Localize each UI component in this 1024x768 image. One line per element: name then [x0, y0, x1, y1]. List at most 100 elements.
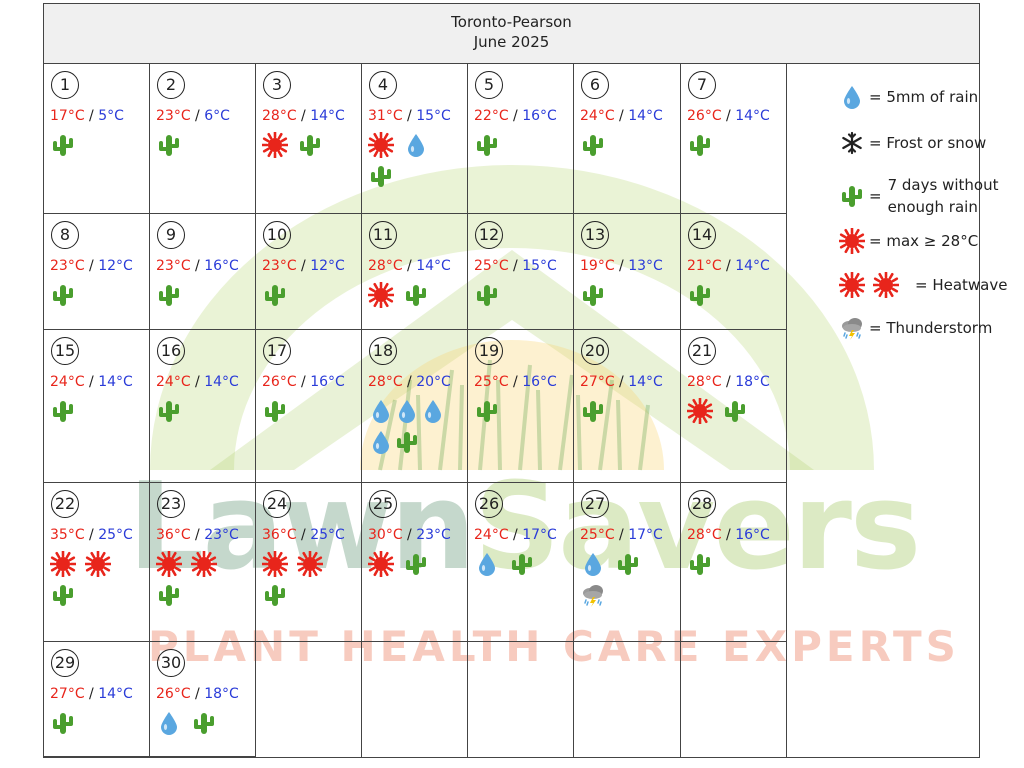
day-cell: 29 27°C / 14°C: [44, 642, 150, 757]
day-temperatures: 36°C / 23°C: [156, 527, 239, 543]
cactus-icon: [580, 132, 606, 158]
cactus-icon: [50, 710, 76, 736]
cactus-icon: [403, 282, 429, 308]
day-number: 16: [157, 337, 185, 365]
temp-separator: /: [402, 527, 417, 543]
min-temp: 14°C: [98, 374, 133, 390]
day-weather-icons: [687, 282, 782, 308]
temp-separator: /: [721, 527, 736, 543]
temp-separator: /: [190, 527, 205, 543]
min-temp: 15°C: [416, 108, 451, 124]
day-cell: 2 23°C / 6°C: [150, 64, 256, 214]
min-temp: 12°C: [310, 258, 345, 274]
snowflake-icon: [839, 130, 865, 156]
temp-separator: /: [614, 374, 629, 390]
cactus-icon: [687, 551, 713, 577]
day-number: 5: [475, 71, 503, 99]
temp-separator: /: [402, 374, 417, 390]
temp-separator: /: [84, 686, 99, 702]
temp-separator: /: [614, 108, 629, 124]
day-number: 30: [157, 649, 185, 677]
day-number: 24: [263, 490, 291, 518]
min-temp: 16°C: [735, 527, 770, 543]
legend-item: = Thunderstorm: [839, 315, 992, 341]
day-temperatures: 19°C / 13°C: [580, 258, 663, 274]
day-number: 23: [157, 490, 185, 518]
day-cell: 15 24°C / 14°C: [44, 330, 150, 483]
day-temperatures: 21°C / 14°C: [687, 258, 770, 274]
temp-separator: /: [84, 527, 99, 543]
day-cell: 19 25°C / 16°C: [468, 330, 574, 483]
max-temp: 25°C: [474, 258, 509, 274]
day-temperatures: 31°C / 15°C: [368, 108, 451, 124]
cactus-icon: [156, 282, 182, 308]
day-weather-icons: [687, 551, 782, 577]
day-cell: 9 23°C / 16°C: [150, 214, 256, 330]
day-weather-icons: [262, 282, 357, 308]
day-cell: 30 26°C / 18°C: [150, 642, 256, 757]
calendar-header: Toronto-Pearson June 2025: [44, 4, 979, 64]
min-temp: 25°C: [98, 527, 133, 543]
day-temperatures: 28°C / 14°C: [262, 108, 345, 124]
day-number: 29: [51, 649, 79, 677]
sun-icon: [191, 551, 217, 577]
legend-item: = max ≥ 28°C: [839, 228, 978, 254]
min-temp: 16°C: [522, 108, 557, 124]
max-temp: 25°C: [580, 527, 615, 543]
day-temperatures: 25°C / 15°C: [474, 258, 557, 274]
day-cell: 25 30°C / 23°C: [362, 483, 468, 642]
cactus-icon: [262, 398, 288, 424]
day-cell: 26 24°C / 17°C: [468, 483, 574, 642]
sun-icon: [368, 282, 394, 308]
temp-separator: /: [84, 258, 99, 274]
temp-separator: /: [508, 527, 523, 543]
day-number: 13: [581, 221, 609, 249]
temp-separator: /: [614, 527, 629, 543]
cactus-icon: [368, 163, 394, 189]
day-temperatures: 22°C / 16°C: [474, 108, 557, 124]
legend-text: = Heatwave: [915, 276, 1008, 294]
cactus-icon: [474, 282, 500, 308]
legend-text: = Thunderstorm: [869, 319, 993, 337]
day-weather-icons: [474, 132, 569, 158]
day-weather-icons: [156, 132, 251, 158]
day-weather-icons: [368, 551, 463, 577]
legend-text-line: 7 days without: [887, 176, 999, 194]
day-weather-icons: [156, 398, 251, 424]
empty-day-cell: [362, 642, 468, 757]
temp-separator: /: [190, 374, 205, 390]
day-weather-icons: [262, 398, 357, 424]
max-temp: 26°C: [687, 108, 722, 124]
max-temp: 28°C: [262, 108, 297, 124]
max-temp: 19°C: [580, 258, 615, 274]
max-temp: 24°C: [156, 374, 191, 390]
cactus-icon: [403, 551, 429, 577]
day-number: 18: [369, 337, 397, 365]
cactus-icon: [156, 132, 182, 158]
min-temp: 14°C: [735, 108, 770, 124]
month-label: June 2025: [473, 33, 550, 51]
day-cell: 22 35°C / 25°C: [44, 483, 150, 642]
day-cell: 1 17°C / 5°C: [44, 64, 150, 214]
day-weather-icons: [156, 710, 251, 736]
day-weather-icons: [580, 398, 675, 424]
day-number: 2: [157, 71, 185, 99]
day-temperatures: 28°C / 18°C: [687, 374, 770, 390]
day-number: 15: [51, 337, 79, 365]
legend-text-line: enough rain: [887, 198, 978, 216]
sun-icon: [873, 272, 899, 298]
min-temp: 12°C: [98, 258, 133, 274]
day-weather-icons: [156, 551, 251, 608]
cactus-icon: [191, 710, 217, 736]
day-weather-icons: [368, 282, 463, 308]
min-temp: 5°C: [98, 108, 124, 124]
max-temp: 24°C: [580, 108, 615, 124]
day-cell: 11 28°C / 14°C: [362, 214, 468, 330]
day-weather-icons: [50, 282, 145, 308]
day-number: 12: [475, 221, 503, 249]
cactus-icon: [50, 282, 76, 308]
min-temp: 23°C: [204, 527, 239, 543]
day-cell: 16 24°C / 14°C: [150, 330, 256, 483]
max-temp: 24°C: [474, 527, 509, 543]
cactus-icon: [50, 582, 76, 608]
